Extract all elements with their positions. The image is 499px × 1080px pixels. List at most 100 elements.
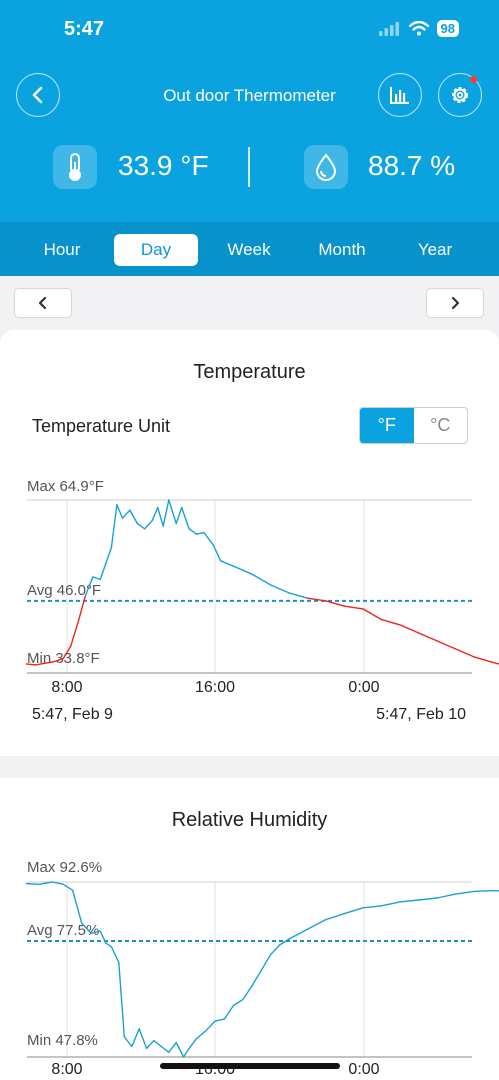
series-segment: [105, 942, 113, 948]
series-segment: [214, 1018, 226, 1022]
tab-year[interactable]: Year: [417, 240, 453, 259]
page-title: Out door Thermometer: [163, 86, 336, 105]
gear-icon: [452, 87, 468, 103]
humidity-card: [0, 778, 499, 1080]
tab-hour[interactable]: Hour: [43, 240, 81, 259]
series-segment: [77, 594, 87, 623]
series-segment: [138, 1028, 148, 1050]
series-segment: [306, 597, 327, 602]
series-segment: [136, 522, 146, 530]
temperature-reading: 33.9 °F: [118, 150, 209, 181]
x-tick-label: 8:00: [51, 679, 82, 696]
back-button[interactable]: [16, 73, 60, 117]
series-segment: [105, 546, 113, 565]
series-segment: [25, 663, 37, 666]
series-segment: [110, 946, 120, 964]
series-segment: [219, 560, 235, 567]
series-segment: [242, 985, 253, 1001]
bar-chart-icon: [390, 87, 409, 104]
series-segment: [81, 922, 92, 934]
series-segment: [288, 592, 309, 599]
settings-button[interactable]: [438, 73, 482, 117]
series-segment: [473, 656, 494, 664]
series-segment: [51, 881, 64, 885]
series-segment: [223, 1004, 235, 1020]
temperature-chart: Max 64.9°F Avg 46.0°F Min 33.8°F 8:00 16…: [25, 478, 499, 696]
series-segment: [129, 509, 139, 525]
series-segment: [362, 905, 383, 909]
series-segment: [99, 930, 107, 944]
series-segment: [325, 912, 346, 921]
series-segment: [212, 544, 222, 562]
series-segment: [99, 562, 107, 581]
series-segment: [473, 889, 494, 893]
series-segment: [306, 918, 327, 931]
series-segment: [121, 509, 131, 519]
end-date-label: 5:47, Feb 10: [376, 706, 466, 723]
temperature-card-title: Temperature: [193, 361, 306, 383]
thermometer-icon: [53, 145, 97, 189]
tab-month[interactable]: Month: [318, 240, 366, 259]
series-segment: [417, 632, 438, 642]
humidity-drop-icon: [304, 145, 348, 189]
series-segment: [156, 506, 164, 527]
header: 5:47 98 Out door Thermometer: [0, 0, 499, 222]
series-segment: [160, 1045, 170, 1054]
avg-label: Avg 77.5%: [27, 922, 99, 939]
min-label: Min 47.8%: [27, 1032, 98, 1049]
humidity-chart: Max 92.6% Avg 77.5% Min 47.8% 8:00 16:00…: [25, 859, 499, 1078]
series-segment: [168, 499, 177, 525]
series-segment: [116, 504, 124, 519]
start-date-label: 5:47, Feb 9: [32, 706, 113, 723]
series-segment: [25, 882, 40, 885]
period-tabs: Hour Day Week Month Year: [0, 222, 499, 276]
series-segment: [175, 506, 183, 525]
series-segment: [343, 605, 364, 610]
series-segment: [269, 944, 281, 956]
series-segment: [454, 890, 475, 895]
series-segment: [195, 531, 205, 535]
series-segment: [362, 608, 383, 621]
max-label: Max 64.9°F: [27, 478, 104, 495]
series-segment: [399, 899, 420, 903]
next-period-button[interactable]: [426, 288, 484, 318]
series-segment: [188, 1037, 198, 1050]
series-segment: [279, 938, 290, 946]
series-segment: [84, 576, 94, 597]
tab-week[interactable]: Week: [227, 240, 271, 259]
series-segment: [260, 953, 272, 972]
battery-icon: 98: [436, 20, 459, 37]
series-segment: [343, 907, 364, 915]
temperature-unit-label: Temperature Unit: [32, 416, 171, 436]
series-segment: [380, 618, 401, 626]
status-time: 5:47: [64, 18, 105, 40]
series-segment: [232, 998, 244, 1007]
series-segment: [325, 600, 346, 607]
series-segment: [251, 969, 262, 987]
tab-day[interactable]: Day: [114, 234, 198, 266]
chevron-left-icon: [38, 296, 47, 310]
series-segment: [162, 499, 170, 527]
series-segment: [195, 1030, 207, 1040]
series-segment: [123, 1035, 133, 1048]
home-indicator: [160, 1063, 340, 1069]
series-segment: [92, 576, 102, 581]
series-segment: [454, 648, 475, 658]
series-segment: [44, 660, 55, 665]
previous-period-button[interactable]: [14, 288, 72, 318]
series-segment: [205, 1020, 216, 1032]
x-tick-label: 0:00: [348, 1061, 379, 1078]
wifi-icon: [408, 21, 429, 36]
unit-celsius-option[interactable]: °C: [430, 415, 451, 435]
series-segment: [269, 584, 290, 594]
unit-fahrenheit-option[interactable]: °F: [360, 408, 414, 443]
series-segment: [436, 893, 457, 899]
series-segment: [180, 506, 190, 530]
series-segment: [251, 573, 272, 586]
statistics-button[interactable]: [378, 73, 422, 117]
series-segment: [168, 1041, 177, 1054]
x-tick-label: 0:00: [348, 679, 379, 696]
max-label: Max 92.6%: [27, 859, 102, 876]
series-segment: [182, 1047, 190, 1058]
x-tick-label: 8:00: [51, 1061, 82, 1078]
